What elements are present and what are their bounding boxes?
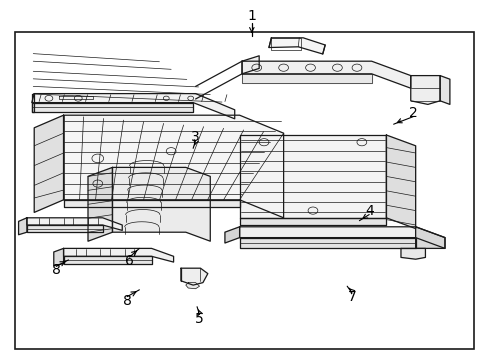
Polygon shape [27, 225, 102, 232]
Polygon shape [181, 268, 207, 285]
Polygon shape [185, 283, 199, 289]
Polygon shape [63, 248, 173, 262]
Polygon shape [19, 218, 27, 235]
Text: 8: 8 [52, 263, 61, 277]
Polygon shape [386, 135, 415, 229]
Text: 6: 6 [125, 254, 134, 268]
Polygon shape [239, 238, 415, 248]
Polygon shape [34, 115, 63, 212]
Polygon shape [63, 200, 239, 207]
Polygon shape [239, 135, 386, 218]
Polygon shape [400, 248, 425, 259]
Polygon shape [242, 56, 259, 74]
Text: 2: 2 [408, 107, 417, 120]
Text: 8: 8 [122, 294, 131, 307]
Polygon shape [242, 74, 371, 83]
Text: 7: 7 [347, 290, 356, 304]
Bar [15, 32, 473, 349]
Polygon shape [439, 76, 449, 104]
Polygon shape [88, 167, 112, 241]
Polygon shape [32, 94, 234, 119]
Text: 5: 5 [195, 312, 203, 325]
Polygon shape [112, 167, 210, 241]
Polygon shape [27, 218, 122, 230]
Polygon shape [32, 103, 193, 112]
Text: 1: 1 [247, 9, 256, 23]
Polygon shape [54, 248, 63, 266]
Polygon shape [268, 38, 325, 54]
Polygon shape [239, 218, 386, 225]
Polygon shape [63, 256, 151, 264]
Polygon shape [410, 76, 439, 104]
Polygon shape [63, 115, 283, 218]
Polygon shape [239, 227, 444, 248]
Polygon shape [224, 227, 239, 243]
Text: 4: 4 [364, 204, 373, 217]
Text: 3: 3 [191, 130, 200, 144]
Polygon shape [242, 61, 410, 88]
Polygon shape [415, 227, 444, 248]
